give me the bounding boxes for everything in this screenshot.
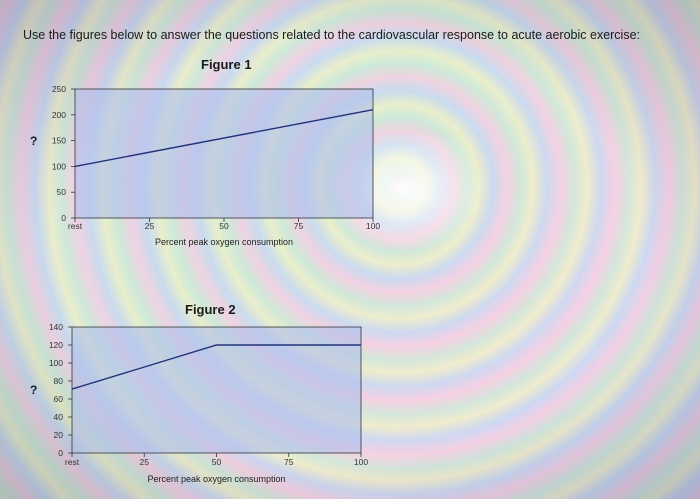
x-tick-label: 75	[284, 457, 294, 467]
x-tick-label: 100	[366, 221, 380, 231]
x-tick-label: 50	[212, 457, 222, 467]
y-tick-label: 120	[49, 340, 63, 350]
x-tick-label: 75	[294, 221, 304, 231]
y-tick-label: 140	[49, 322, 63, 332]
y-tick-label: 40	[54, 412, 64, 422]
instruction-text: Use the figures below to answer the ques…	[23, 28, 641, 42]
x-tick-label: 25	[145, 221, 155, 231]
figure-2-chart: 0 20 40 60 80 100 120 140 rest 25 50 75 100 Percent p…	[49, 322, 369, 484]
x-tick-label: rest	[68, 221, 83, 231]
x-tick-label: 100	[354, 457, 368, 467]
y-tick-label: 20	[54, 430, 64, 440]
x-axis-title: Percent peak oxygen consumption	[147, 474, 285, 484]
plot-area	[74, 88, 374, 219]
plot-area	[71, 326, 362, 454]
x-tick-label: 25	[140, 457, 150, 467]
y-tick-label: 200	[52, 110, 66, 120]
y-tick-label: 0	[61, 213, 66, 223]
x-tick-label: 50	[219, 221, 229, 231]
y-tick-label: 100	[52, 161, 66, 171]
x-tick-label: rest	[65, 457, 80, 467]
y-tick-label: 250	[52, 84, 66, 94]
series-line	[74, 108, 374, 168]
figure-1-title: Figure 1	[201, 57, 252, 72]
figure-1-chart: 0 50 100 150 200 250 rest 25 50 75 100 Percent peak…	[52, 84, 381, 247]
question-mark-1: ?	[30, 134, 38, 148]
y-tick-label: 0	[58, 448, 63, 458]
y-tick-label: 60	[54, 394, 64, 404]
figure-2-title: Figure 2	[185, 302, 236, 317]
series-line	[71, 344, 361, 390]
x-axis-title: Percent peak oxygen consumption	[155, 237, 293, 247]
y-tick-label: 100	[49, 358, 63, 368]
y-tick-label: 150	[52, 136, 66, 146]
y-tick-label: 50	[57, 187, 67, 197]
y-tick-label: 80	[54, 376, 64, 386]
question-mark-2: ?	[30, 383, 38, 397]
